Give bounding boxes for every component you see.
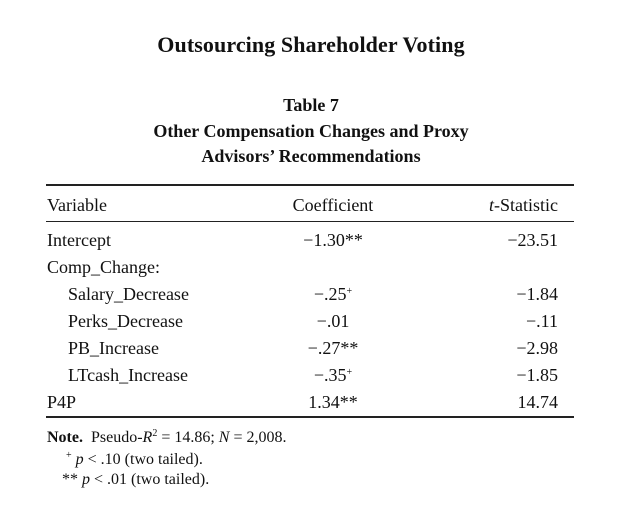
coefficient-value: −.25 xyxy=(313,284,347,304)
row-t-statistic: −2.98 xyxy=(516,338,558,358)
sig2-text: < .01 (two tailed). xyxy=(90,471,210,488)
row-variable: P4P xyxy=(47,392,77,412)
table-title-line-1: Other Compensation Changes and Proxy xyxy=(153,121,469,141)
p-letter: p xyxy=(82,471,90,488)
table-bottom-rule xyxy=(46,416,574,418)
double-star-mark: ** xyxy=(62,471,78,488)
coefficient-value: 1.34 xyxy=(308,392,340,412)
header-t-letter: t xyxy=(488,195,494,215)
plus-mark: + xyxy=(66,450,72,461)
header-variable: Variable xyxy=(47,195,107,215)
p-letter: p xyxy=(75,451,84,468)
header-t-suffix: -Statistic xyxy=(494,195,558,215)
row-coefficient: −1.30** xyxy=(260,229,406,251)
pseudo-r2-label: Pseudo- xyxy=(90,429,143,446)
header-coefficient: Coefficient xyxy=(292,195,374,215)
row-variable: PB_Increase xyxy=(68,338,159,358)
table-title-line-2: Advisors’ Recommendations xyxy=(201,146,421,166)
row-variable: LTcash_Increase xyxy=(68,365,189,385)
significance-mark: ** xyxy=(344,230,363,250)
row-variable: Salary_Decrease xyxy=(68,284,189,304)
coefficient-value: −1.30 xyxy=(303,230,345,250)
r2-value: = 14.86; xyxy=(157,429,219,446)
row-variable: Comp_Change: xyxy=(47,257,160,277)
row-coefficient: −.27** xyxy=(260,337,406,359)
significance-mark: + xyxy=(346,286,353,297)
significance-note-plus: + p < .10 (two tailed). xyxy=(66,450,203,470)
significance-mark: ** xyxy=(339,392,358,412)
row-coefficient: −.25+ xyxy=(260,283,406,305)
table-number: Table 7 xyxy=(283,95,339,115)
r-letter: R xyxy=(142,429,153,446)
row-t-statistic: −23.51 xyxy=(507,230,558,250)
row-t-statistic: −.11 xyxy=(526,311,558,331)
row-t-statistic: −1.84 xyxy=(516,284,558,304)
row-t-statistic: −1.85 xyxy=(516,365,558,385)
coefficient-value: −.35 xyxy=(313,365,347,385)
note-label: Note. xyxy=(47,429,83,446)
table-header-rule xyxy=(46,221,574,222)
significance-note-double-star: ** p < .01 (two tailed). xyxy=(62,470,209,490)
sig1-text: < .10 (two tailed). xyxy=(83,451,203,468)
row-t-statistic: 14.74 xyxy=(517,392,559,412)
significance-mark: ** xyxy=(340,338,359,358)
row-variable: Intercept xyxy=(47,230,111,250)
header-t-statistic: t-Statistic xyxy=(489,194,558,216)
coefficient-value: −.27 xyxy=(307,338,341,358)
n-letter: N xyxy=(218,429,230,446)
table-top-rule xyxy=(46,184,574,186)
row-coefficient: −.01 xyxy=(260,310,406,332)
running-head: Outsourcing Shareholder Voting xyxy=(157,32,465,57)
row-variable: Perks_Decrease xyxy=(68,311,183,331)
coefficient-value: −.01 xyxy=(316,311,350,331)
table-note: Note. Pseudo-R2 = 14.86; N = 2,008. xyxy=(47,428,287,448)
r-exponent: 2 xyxy=(152,428,158,439)
significance-mark: + xyxy=(346,367,353,378)
row-coefficient: −.35+ xyxy=(260,364,406,386)
n-value: = 2,008. xyxy=(229,429,287,446)
row-coefficient: 1.34** xyxy=(260,391,406,413)
